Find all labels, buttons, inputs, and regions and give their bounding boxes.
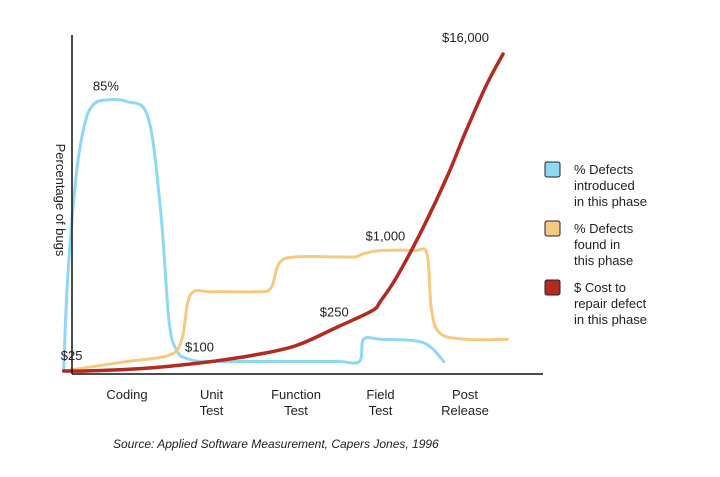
x-tick-label-line: Test xyxy=(369,403,393,418)
x-tick-label-line: Field xyxy=(366,387,394,402)
x-tick-label: Coding xyxy=(106,387,147,402)
series-line-1 xyxy=(62,247,509,373)
x-tick-label-line: Release xyxy=(441,403,489,418)
legend-label: % Defects found in this phase xyxy=(574,221,634,268)
annotation-label: $16,000 xyxy=(442,30,489,45)
x-tick-label-line: Post xyxy=(452,387,478,402)
legend-label-line: in this phase xyxy=(574,194,647,209)
x-tick-label: Field Test xyxy=(366,387,394,418)
legend-swatch xyxy=(544,161,561,178)
x-tick-label-line: Coding xyxy=(106,387,147,402)
x-tick-label-line: Test xyxy=(284,403,308,418)
annotation-label: $100 xyxy=(185,339,214,354)
annotation-label: $25 xyxy=(61,348,83,363)
legend-swatch xyxy=(544,279,561,296)
legend-label-line: this phase xyxy=(574,253,633,268)
legend-swatch xyxy=(544,220,561,237)
legend-label-line: % Defects xyxy=(574,221,634,236)
x-tick-label: Unit Test xyxy=(200,387,224,418)
legend-label-line: introduced xyxy=(574,178,635,193)
legend-label-line: repair defect xyxy=(574,296,647,311)
annotation-label: $1,000 xyxy=(366,229,406,244)
series-layer xyxy=(61,52,509,373)
legend-label-line: % Defects xyxy=(574,162,634,177)
x-tick-label-line: Test xyxy=(200,403,224,418)
annotations: 85% $25 $100 $250 $1,000 $16,000 xyxy=(61,30,489,363)
legend-label-line: $ Cost to xyxy=(574,280,626,295)
legend-label: $ Cost to repair defect in this phase xyxy=(574,280,647,327)
x-tick-label: Post Release xyxy=(441,387,489,418)
legend-label: % Defects introduced in this phase xyxy=(574,162,647,209)
annotation-label: 85% xyxy=(93,78,119,93)
y-axis-label: Percentage of bugs xyxy=(53,144,68,257)
annotation-label: $250 xyxy=(320,305,349,320)
x-tick-label: Function Test xyxy=(271,387,321,418)
x-tick-label-line: Unit xyxy=(200,387,224,402)
x-tick-label-line: Function xyxy=(271,387,321,402)
legend-label-line: in this phase xyxy=(574,312,647,327)
legend: % Defects introduced in this phase% Defect… xyxy=(544,161,647,327)
legend-label-line: found in xyxy=(574,237,620,252)
source-note: Source: Applied Software Measurement, Ca… xyxy=(113,437,439,451)
series-line-2 xyxy=(61,52,505,373)
series-line-0 xyxy=(62,97,446,373)
